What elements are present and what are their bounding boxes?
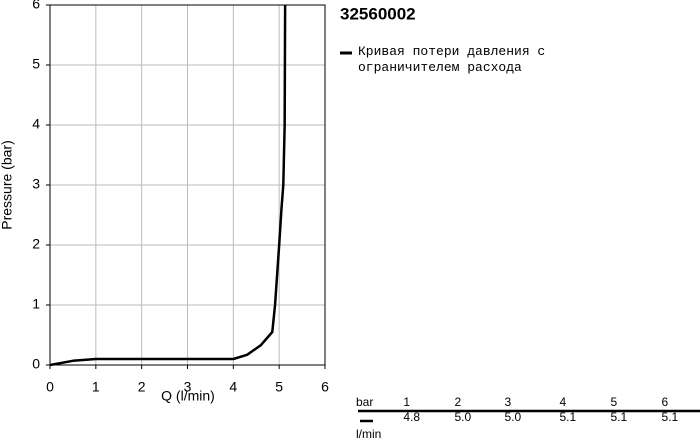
data-line: [49, 4, 287, 367]
table-row: l/min 4.8 5.0 5.0 5.1 5.1 5.1: [356, 410, 700, 442]
table-cell: l/min: [356, 427, 382, 441]
table-cell: bar: [356, 395, 374, 409]
x-tick-label: 2: [138, 379, 146, 395]
table-cell: 6: [661, 395, 669, 409]
table-cell: 5.1: [661, 410, 679, 424]
y-tick-label: 5: [32, 56, 40, 72]
table-row: bar 1 2 3 4 5 6: [356, 394, 700, 410]
chart-title: 32560002: [340, 4, 416, 23]
x-tick-label: 1: [92, 379, 100, 395]
x-tick-label: 6: [321, 379, 329, 395]
data-table: bar 1 2 3 4 5 6 l/min 4.8 5.0 5.0 5.1 5.1 5.1: [356, 394, 700, 442]
x-tick-label: 4: [229, 379, 237, 395]
x-tick-label: 0: [46, 379, 54, 395]
y-tick-label: 4: [32, 116, 40, 132]
legend-label: Кривая потери давления с ограничителем р…: [358, 44, 546, 75]
x-tick-label: 5: [275, 379, 283, 395]
plot-frame: [49, 4, 326, 366]
table-cell: 4.8: [403, 410, 421, 424]
x-tick-label: 3: [184, 379, 192, 395]
table-cell: 5: [610, 395, 618, 409]
legend: Кривая потери давления с ограничителем р…: [358, 44, 568, 76]
table-cell: 5.0: [454, 410, 472, 424]
y-tick-label: 6: [32, 0, 40, 12]
table-cell: 1: [403, 395, 411, 409]
y-axis-label: Pressure (bar): [0, 140, 15, 229]
x-axis-label: Q (l/min): [161, 388, 215, 404]
y-tick-label: 0: [32, 356, 40, 372]
y-tick-label: 1: [32, 296, 40, 312]
table-cell: 2: [454, 395, 462, 409]
table-cell: 5.1: [610, 410, 628, 424]
table-cell: 5.0: [504, 410, 522, 424]
y-tick-label: 2: [32, 236, 40, 252]
table-cell: 4: [559, 395, 567, 409]
table-cell: 5.1: [559, 410, 577, 424]
table-cell: 3: [504, 395, 512, 409]
y-tick-label: 3: [32, 176, 40, 192]
